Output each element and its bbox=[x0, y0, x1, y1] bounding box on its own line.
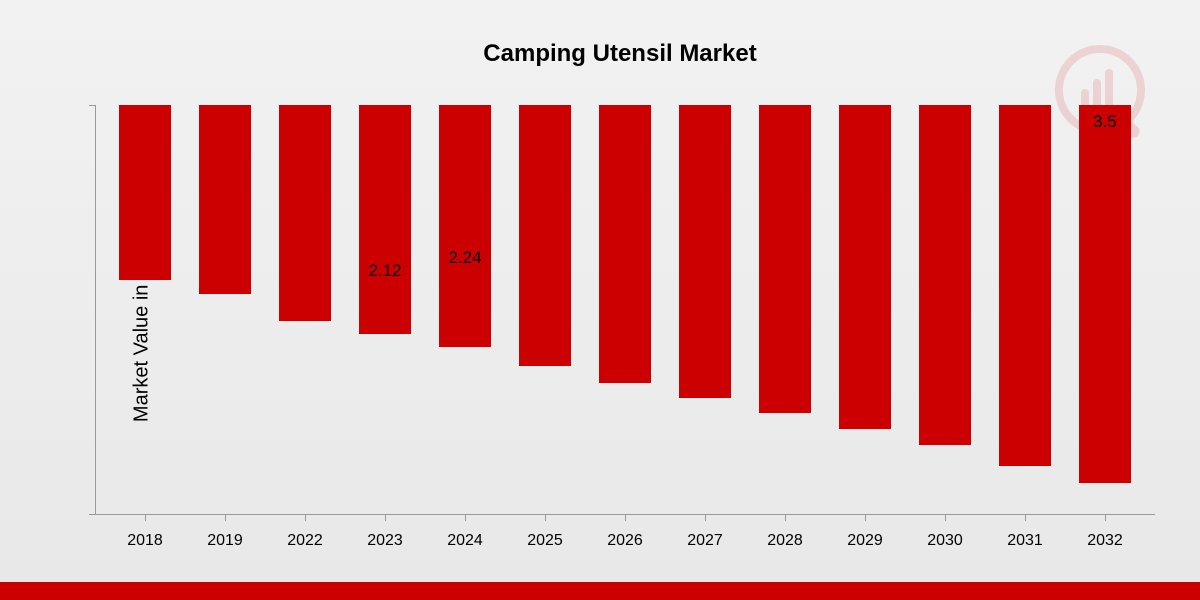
bar-group bbox=[505, 105, 585, 515]
bar-group bbox=[265, 105, 345, 515]
x-axis-label: 2025 bbox=[505, 532, 585, 550]
bar bbox=[759, 105, 811, 413]
chart-title: Camping Utensil Market bbox=[80, 40, 1160, 68]
bar-group bbox=[825, 105, 905, 515]
x-axis-label: 2018 bbox=[105, 532, 185, 550]
bar bbox=[439, 105, 491, 347]
x-axis-label: 2022 bbox=[265, 532, 345, 550]
bar-group bbox=[105, 105, 185, 515]
x-axis-label: 2027 bbox=[665, 532, 745, 550]
x-axis-label: 2029 bbox=[825, 532, 905, 550]
bar-group bbox=[185, 105, 265, 515]
chart-container: Camping Utensil Market Market Value in U… bbox=[0, 0, 1200, 600]
x-axis-labels: 2018201920222023202420252026202720282029… bbox=[95, 532, 1155, 550]
bar bbox=[839, 105, 891, 429]
bar-value-label: 2.24 bbox=[448, 248, 481, 268]
bar-value-label: 3.5 bbox=[1093, 112, 1117, 132]
bottom-accent-bar bbox=[0, 582, 1200, 600]
bar-group: 3.5 bbox=[1065, 105, 1145, 515]
x-axis-label: 2026 bbox=[585, 532, 665, 550]
x-axis-label: 2028 bbox=[745, 532, 825, 550]
bar bbox=[199, 105, 251, 294]
x-axis-label: 2032 bbox=[1065, 532, 1145, 550]
bar bbox=[919, 105, 971, 445]
x-axis-label: 2031 bbox=[985, 532, 1065, 550]
bar-group bbox=[985, 105, 1065, 515]
plot-area: 2.12 2.24 3.5 bbox=[95, 105, 1155, 515]
x-axis-label: 2024 bbox=[425, 532, 505, 550]
bar bbox=[359, 105, 411, 334]
bar-group bbox=[665, 105, 745, 515]
x-axis-label: 2019 bbox=[185, 532, 265, 550]
x-axis-label: 2023 bbox=[345, 532, 425, 550]
bar-group bbox=[585, 105, 665, 515]
bar bbox=[519, 105, 571, 366]
bars-container: 2.12 2.24 3.5 bbox=[95, 105, 1155, 515]
bar bbox=[679, 105, 731, 398]
bar bbox=[599, 105, 651, 383]
bar-group: 2.24 bbox=[425, 105, 505, 515]
bar bbox=[279, 105, 331, 321]
x-axis-label: 2030 bbox=[905, 532, 985, 550]
bar bbox=[119, 105, 171, 280]
bar bbox=[1079, 105, 1131, 483]
bar bbox=[999, 105, 1051, 466]
bar-group bbox=[745, 105, 825, 515]
bar-group bbox=[905, 105, 985, 515]
bar-value-label: 2.12 bbox=[368, 261, 401, 281]
bar-group: 2.12 bbox=[345, 105, 425, 515]
